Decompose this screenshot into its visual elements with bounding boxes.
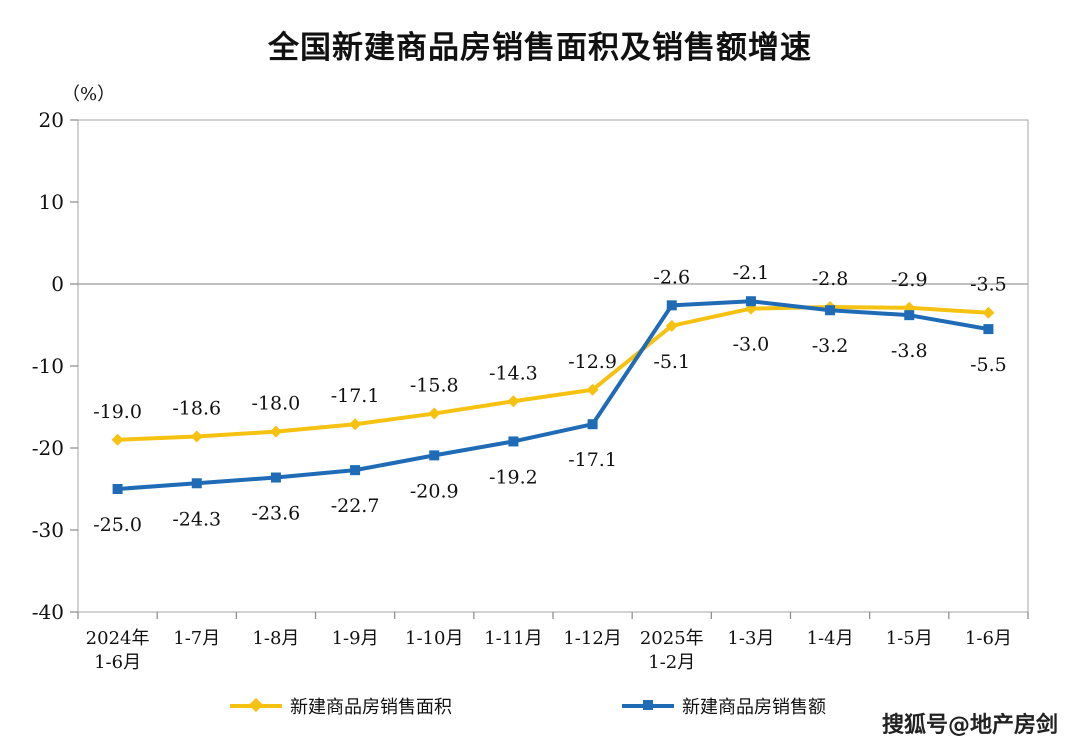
data-label-amount: -3.2 <box>812 335 849 357</box>
x-tick-label: 1-4月 <box>807 628 854 649</box>
x-tick-label: 2025年 1-2月 <box>640 628 704 673</box>
x-tick-label: 2024年 1-6月 <box>86 628 150 673</box>
y-tick-label: -10 <box>32 354 64 378</box>
x-tick-label-line: 1-11月 <box>484 628 542 649</box>
data-label-amount: -2.1 <box>733 262 770 284</box>
x-tick-label-line: 2024年 <box>86 628 150 649</box>
data-label-area: -3.0 <box>733 334 770 356</box>
data-label-area: -18.6 <box>172 398 221 420</box>
legend-item-area: 新建商品房销售面积 <box>230 693 452 719</box>
x-tick-label: 1-12月 <box>563 628 621 649</box>
data-label-amount: -20.9 <box>410 480 459 502</box>
x-tick-label: 1-8月 <box>252 628 299 649</box>
series-lines-layer <box>115 299 991 491</box>
legend-label-amount: 新建商品房销售额 <box>682 697 826 718</box>
data-label-amount: -23.6 <box>252 503 301 525</box>
series-amount-point <box>825 305 836 316</box>
watermark: 搜狐号@地产房剑 <box>881 713 1058 738</box>
legend: 新建商品房销售面积 新建商品房销售额 <box>0 693 1080 723</box>
y-tick-label: 0 <box>51 272 64 296</box>
legend-swatch-area <box>230 697 282 713</box>
x-tick-label: 1-9月 <box>332 628 379 649</box>
data-label-area: -2.8 <box>812 268 849 290</box>
series-amount-point <box>666 300 677 311</box>
y-tick-label: -20 <box>32 436 64 460</box>
x-tick-label-line: 1-3月 <box>727 628 774 649</box>
data-label-area: -17.1 <box>331 385 380 407</box>
x-tick-label-line: 1-10月 <box>405 628 463 649</box>
x-tick-label-line: 1-6月 <box>94 652 141 673</box>
axes-layer: 20 10 0 -10 -20 -30 -40 2024年 1-6月 1-7月 1-8月 1-9月 1-… <box>32 108 1029 673</box>
x-tick-label: 1-3月 <box>727 628 774 649</box>
series-area-point <box>349 418 362 431</box>
diamond-marker-icon <box>248 697 264 713</box>
series-amount-point <box>350 465 361 476</box>
series-amount-point <box>270 472 281 483</box>
y-tick-label: 10 <box>39 190 64 214</box>
series-area-point <box>586 383 599 396</box>
series-amount-point <box>587 419 598 430</box>
data-label-area: -3.5 <box>970 274 1007 296</box>
data-label-area: -2.9 <box>891 269 928 291</box>
x-tick-label-line: 1-5月 <box>886 628 933 649</box>
series-amount-point <box>745 296 756 307</box>
line-chart: 20 10 0 -10 -20 -30 -40 2024年 1-6月 1-7月 1-8月 1-9月 1-… <box>32 108 1029 673</box>
x-tick-label: 1-11月 <box>484 628 542 649</box>
data-label-area: -15.8 <box>410 375 459 397</box>
y-tick-label: -30 <box>32 518 64 542</box>
series-amount-point <box>983 324 994 335</box>
square-marker-icon <box>643 700 653 710</box>
x-tick-label-line: 1-9月 <box>332 628 379 649</box>
data-label-amount: -22.7 <box>331 495 380 517</box>
series-area-point <box>507 395 520 408</box>
series-area-point <box>111 433 124 446</box>
data-label-area: -14.3 <box>489 362 538 384</box>
series-amount-point <box>191 478 202 489</box>
series-line-area <box>115 304 991 442</box>
y-tick-label: -40 <box>32 600 64 624</box>
data-label-amount: -25.0 <box>93 514 142 536</box>
x-tick-label: 1-6月 <box>965 628 1012 649</box>
data-label-area: -18.0 <box>252 393 301 415</box>
series-amount-point <box>904 310 915 321</box>
data-label-amount: -24.3 <box>172 508 221 530</box>
x-tick-label: 1-10月 <box>405 628 463 649</box>
data-label-amount: -2.6 <box>653 266 690 288</box>
x-tick-label-line: 1-12月 <box>563 628 621 649</box>
data-label-amount: -17.1 <box>568 449 617 471</box>
series-area-point <box>190 430 203 443</box>
series-area-point <box>982 306 995 319</box>
data-labels-layer: -19.0 -18.6 -18.0 -17.1 -15.8 -14.3 -12.9 -5.1 -… <box>93 262 1007 536</box>
legend-swatch-amount <box>622 700 674 710</box>
series-area-point <box>665 319 678 332</box>
series-area-point <box>269 425 282 438</box>
x-tick-label-line: 2025年 <box>640 628 704 649</box>
x-tick-label-line: 1-2月 <box>648 652 695 673</box>
series-markers-layer <box>111 296 995 494</box>
series-amount-point <box>429 450 440 461</box>
series-amount-point <box>112 484 123 494</box>
series-amount-point <box>508 436 519 447</box>
x-tick-label-line: 1-7月 <box>173 628 220 649</box>
y-axis-unit-label: （%） <box>62 84 116 105</box>
data-label-area: -5.1 <box>653 351 690 373</box>
legend-label-area: 新建商品房销售面积 <box>290 697 452 718</box>
data-label-area: -12.9 <box>568 351 617 373</box>
x-tick-label: 1-5月 <box>886 628 933 649</box>
chart-title: 全国新建商品房销售面积及销售额增速 <box>268 30 812 66</box>
data-label-amount: -19.2 <box>489 466 538 488</box>
series-area-point <box>428 407 441 420</box>
data-label-amount: -3.8 <box>891 340 928 362</box>
x-tick-label-line: 1-6月 <box>965 628 1012 649</box>
plot-frame <box>77 119 1029 613</box>
x-tick-label-line: 1-4月 <box>807 628 854 649</box>
y-tick-label: 20 <box>39 108 64 132</box>
data-label-area: -19.0 <box>93 401 142 423</box>
data-label-amount: -5.5 <box>970 354 1007 376</box>
x-tick-label: 1-7月 <box>173 628 220 649</box>
series-line-amount <box>115 299 991 491</box>
legend-item-amount: 新建商品房销售额 <box>622 693 826 719</box>
x-tick-label-line: 1-8月 <box>252 628 299 649</box>
